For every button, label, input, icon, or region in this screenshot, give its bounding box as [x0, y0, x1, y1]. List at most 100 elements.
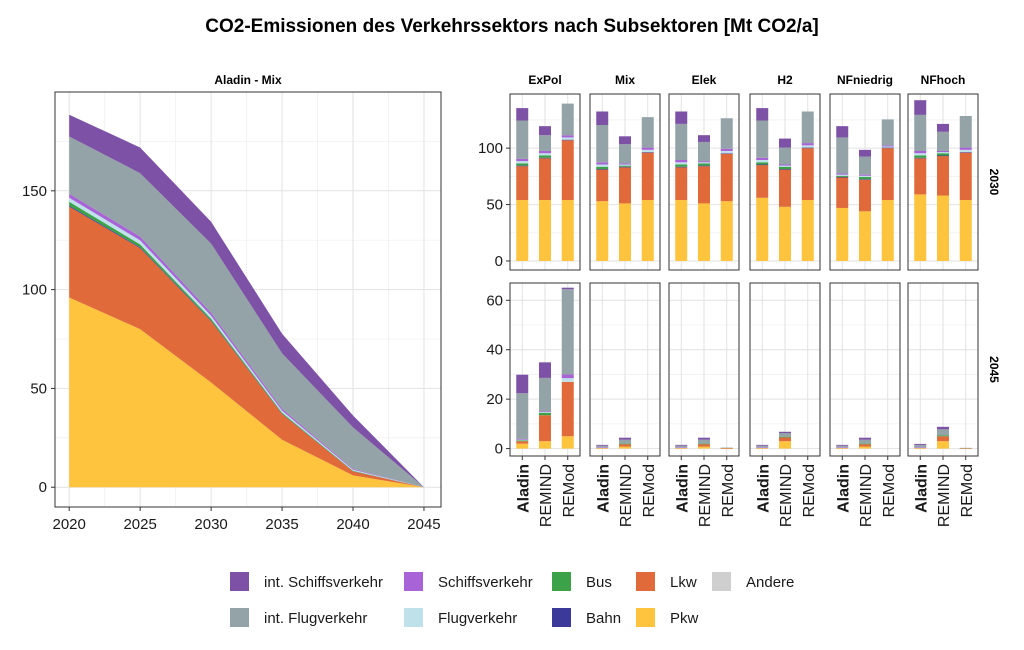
legend-item-pkw: Pkw — [636, 608, 699, 627]
bar-remind-lkw — [937, 156, 949, 196]
bar-remind-int-schiffsverkehr — [937, 123, 949, 132]
bar-aladin-int-flugverkehr — [914, 114, 927, 151]
bar-aladin-int-flugverkehr — [756, 445, 769, 448]
bar-remod-int-flugverkehr — [801, 111, 814, 144]
bar-remind-int-flugverkehr — [859, 439, 871, 444]
facet-grid: ExPol Mix Elek H2 NFniedrig NFhoch 2030 0 50 100 2… — [478, 73, 1001, 527]
category-label-remod: REMod — [801, 464, 818, 517]
bar-remind-lkw — [539, 415, 551, 442]
bar-remind-pkw — [937, 195, 949, 261]
bar-remind-bus — [779, 166, 791, 170]
legend-swatch — [230, 608, 249, 627]
bar-remind-schiffsverkehr — [539, 411, 551, 413]
bar-aladin-schiffsverkehr — [836, 447, 849, 448]
bar-remind-lkw — [779, 437, 791, 442]
bar-remind-schiffsverkehr — [539, 150, 551, 154]
facet-y-tick-label: 0 — [495, 253, 503, 270]
bar-remod-pkw — [881, 200, 894, 261]
bar-remind-int-schiffsverkehr — [698, 437, 710, 440]
bar-aladin-bus — [914, 155, 927, 158]
bar-remind-pkw — [539, 200, 551, 261]
bar-remind-int-flugverkehr — [937, 131, 949, 151]
bar-remind-int-schiffsverkehr — [619, 136, 631, 145]
area-panel-strip: Aladin - Mix — [214, 73, 282, 87]
bar-aladin-schiffsverkehr — [596, 162, 609, 165]
bar-remod-lkw — [959, 152, 972, 201]
bar-remod-int-flugverkehr — [720, 447, 733, 449]
category-label-remod: REMod — [561, 464, 578, 517]
category-label-aladin: Aladin — [913, 464, 930, 513]
category-label-remod: REMod — [720, 464, 737, 517]
legend-label: Flugverkehr — [438, 610, 517, 627]
bar-aladin-pkw — [516, 443, 529, 449]
bar-aladin-int-schiffsverkehr — [596, 444, 609, 446]
legend-item-flugverkehr: Flugverkehr — [404, 608, 517, 627]
bar-remod-flugverkehr — [720, 150, 733, 154]
facet-panel-nfhoch-2045 — [907, 282, 979, 457]
bar-remind-bus — [779, 436, 791, 438]
bar-aladin-bahn — [596, 169, 609, 170]
bar-remind-int-schiffsverkehr — [539, 126, 551, 136]
bar-aladin-lkw — [596, 169, 609, 202]
bar-aladin-int-schiffsverkehr — [756, 108, 769, 121]
bar-remind-lkw — [859, 179, 871, 212]
bar-aladin-int-flugverkehr — [675, 445, 688, 448]
legend-item-int-flugverkehr: int. Flugverkehr — [230, 608, 367, 627]
bar-remind-bahn — [779, 169, 791, 170]
bar-remind-schiffsverkehr — [619, 163, 631, 165]
bar-remod-bahn — [720, 153, 733, 154]
bar-remind-lkw — [937, 436, 949, 442]
legend-swatch — [230, 572, 249, 591]
bar-aladin-flugverkehr — [836, 174, 849, 176]
bar-aladin-schiffsverkehr — [836, 173, 849, 175]
category-label-remind: REMIND — [697, 464, 714, 527]
bar-aladin-pkw — [756, 197, 769, 261]
bar-remod-flugverkehr — [561, 137, 574, 140]
bar-aladin-int-flugverkehr — [596, 445, 609, 448]
bar-aladin-int-schiffsverkehr — [675, 444, 688, 446]
bar-remod-pkw — [561, 436, 574, 449]
bar-remind-int-flugverkehr — [779, 433, 791, 437]
bar-aladin-int-schiffsverkehr — [914, 100, 927, 115]
facet-strip-nfhoch: NFhoch — [921, 73, 966, 87]
bar-aladin-int-flugverkehr — [914, 444, 927, 448]
bar-remind-int-flugverkehr — [539, 377, 551, 412]
bar-remind-bus — [698, 443, 710, 445]
bar-aladin-pkw — [596, 201, 609, 261]
legend-label: int. Schiffsverkehr — [264, 574, 383, 591]
bar-aladin-bahn — [675, 166, 688, 168]
bar-remod-schiffsverkehr — [959, 147, 972, 150]
bar-aladin-int-flugverkehr — [836, 137, 849, 174]
bar-aladin-int-schiffsverkehr — [516, 108, 529, 121]
bar-remod-int-flugverkehr — [561, 289, 574, 375]
bar-remind-flugverkehr — [937, 152, 949, 154]
bar-aladin-flugverkehr — [675, 162, 688, 165]
bar-remod-schiffsverkehr — [561, 135, 574, 138]
bar-remind-lkw — [859, 444, 871, 447]
bar-aladin-int-schiffsverkehr — [516, 374, 529, 394]
area-pkw — [69, 297, 424, 488]
category-label-remind: REMIND — [538, 464, 555, 527]
bar-remod-int-schiffsverkehr — [561, 287, 574, 290]
legend-swatch — [636, 572, 655, 591]
bar-aladin-bus — [596, 166, 609, 170]
bar-remind-bus — [539, 412, 551, 416]
bar-remind-bahn — [937, 155, 949, 157]
bar-remind-bus — [619, 165, 631, 167]
facet-panel-elek-2045 — [668, 282, 740, 457]
bar-remind-flugverkehr — [698, 162, 710, 164]
bar-remind-pkw — [779, 441, 791, 449]
bar-aladin-pkw — [675, 200, 688, 261]
bar-remod-flugverkehr — [801, 145, 814, 148]
bar-aladin-schiffsverkehr — [756, 447, 769, 448]
bar-remind-bus — [698, 163, 710, 166]
bar-remind-lkw — [779, 169, 791, 207]
bar-aladin-schiffsverkehr — [756, 157, 769, 160]
bar-aladin-lkw — [756, 165, 769, 198]
bar-remod-schiffsverkehr — [641, 147, 654, 150]
bar-aladin-int-flugverkehr — [516, 393, 529, 439]
category-label-aladin: Aladin — [515, 464, 532, 513]
category-label-remind: REMIND — [618, 464, 635, 527]
bar-remod-lkw — [561, 381, 574, 437]
bar-remod-pkw — [561, 200, 574, 261]
